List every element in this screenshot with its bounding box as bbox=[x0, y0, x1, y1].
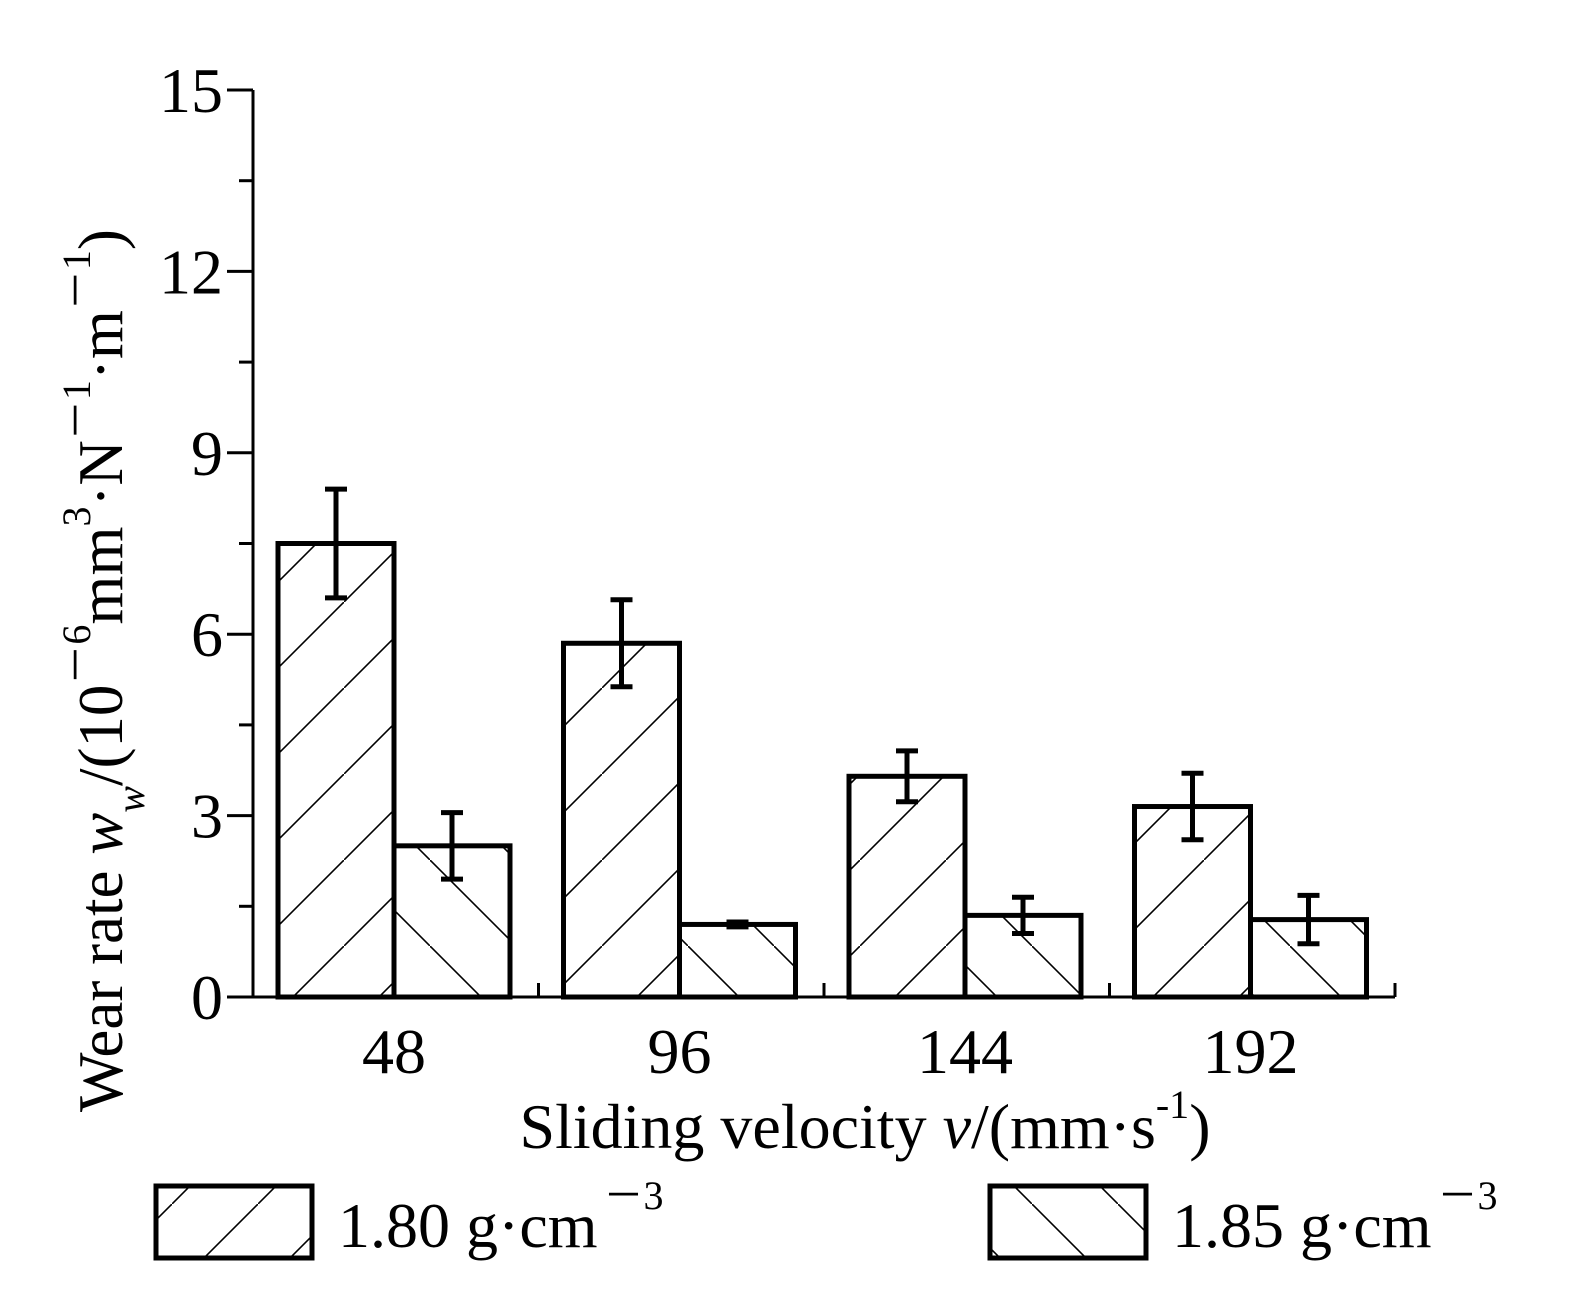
y-tick-label-3: 3 bbox=[191, 781, 223, 852]
bar-192-series-2 bbox=[1248, 917, 1369, 1000]
bar-144-series-1 bbox=[846, 773, 968, 1000]
y-tick-labels: 0 3 6 9 12 15 bbox=[159, 55, 223, 1033]
legend-item-1-80: 1.80 g·cm －3 bbox=[153, 1173, 664, 1261]
error-bars-layer bbox=[325, 486, 1320, 947]
y-tick-label-15: 15 bbox=[159, 55, 223, 126]
legend-item-1-85: 1.85 g·cm －3 bbox=[987, 1173, 1498, 1261]
bar-96-series-1 bbox=[561, 640, 682, 1000]
legend-label-1-80: 1.80 g·cm －3 bbox=[338, 1173, 664, 1261]
y-tick-label-6: 6 bbox=[191, 599, 223, 670]
bar-48-series-1 bbox=[275, 541, 397, 1000]
legend: 1.80 g·cm －3 1.85 g·cm －3 bbox=[153, 1173, 1498, 1261]
y-tick-label-0: 0 bbox=[191, 962, 223, 1033]
x-axis-label: Sliding velocity v/(mm·s-1) bbox=[519, 1082, 1210, 1162]
bars-layer bbox=[275, 541, 1369, 1000]
legend-label-1-85: 1.85 g·cm －3 bbox=[1172, 1173, 1498, 1261]
legend-swatch-forward-hatch bbox=[153, 1183, 315, 1261]
x-tick-label-48: 48 bbox=[362, 1016, 426, 1087]
y-axis-label: Wear rate ww/(10－6mm3·N－1·m－1) bbox=[54, 229, 153, 1112]
x-tick-label-144: 144 bbox=[917, 1016, 1013, 1087]
legend-swatch-backward-hatch bbox=[987, 1183, 1149, 1261]
y-tick-label-12: 12 bbox=[159, 236, 223, 307]
x-tick-label-192: 192 bbox=[1203, 1016, 1299, 1087]
bar-96-series-2 bbox=[677, 921, 798, 1000]
x-tick-label-96: 96 bbox=[648, 1016, 712, 1087]
axes-layer bbox=[227, 88, 1397, 999]
y-tick-label-9: 9 bbox=[191, 418, 223, 489]
x-tick-labels: 48 96 144 192 bbox=[362, 1016, 1299, 1087]
